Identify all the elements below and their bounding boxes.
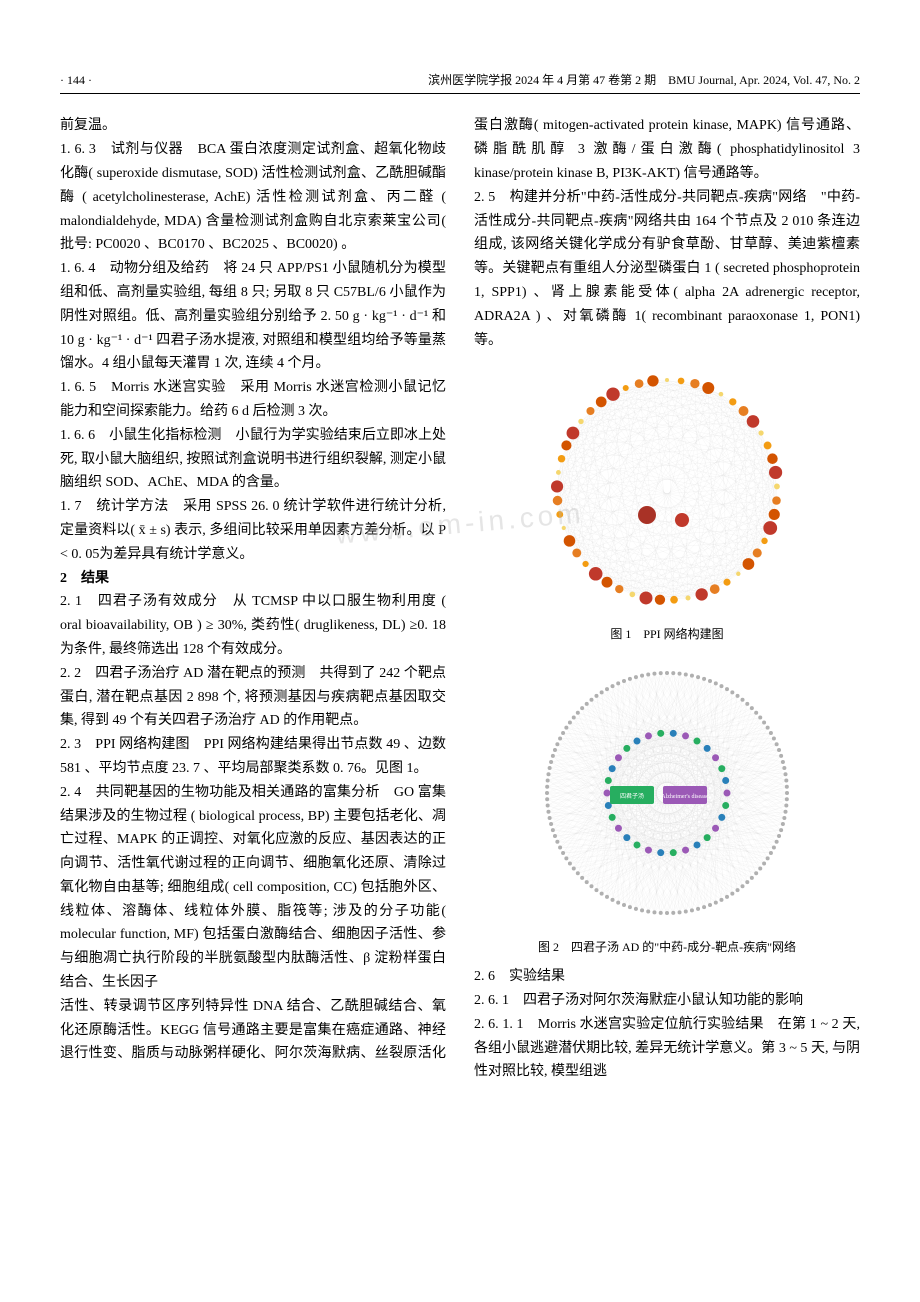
journal-info: 滨州医学院学报 2024 年 4 月第 47 卷第 2 期 BMU Journa…: [428, 70, 860, 90]
page-header: · 144 · 滨州医学院学报 2024 年 4 月第 47 卷第 2 期 BM…: [60, 70, 860, 94]
body-text: 1. 6. 3 试剂与仪器 BCA 蛋白浓度测定试剂盒、超氧化物歧化酶( sup…: [60, 138, 446, 257]
ppi-network-diagram: [537, 360, 797, 620]
body-text: 2. 2 四君子汤治疗 AD 潜在靶点的预测 共得到了 242 个靶点蛋白, 潜…: [60, 662, 446, 733]
figure-1-caption: 图 1 PPI 网络构建图: [474, 624, 860, 644]
drug-target-network-diagram: 四君子汤 Alzheimer's disease: [527, 653, 807, 933]
body-text: 2. 6. 1. 1 Morris 水迷宫实验定位航行实验结果 在第 1 ~ 2…: [474, 1013, 860, 1084]
body-text: 2. 6. 1 四君子汤对阿尔茨海默症小鼠认知功能的影响: [474, 989, 860, 1013]
body-text: 1. 6. 5 Morris 水迷宫实验 采用 Morris 水迷宫检测小鼠记忆…: [60, 376, 446, 424]
body-text: 前复温。: [60, 114, 446, 138]
figure-1: 图 1 PPI 网络构建图: [474, 360, 860, 644]
body-text: 1. 7 统计学方法 采用 SPSS 26. 0 统计学软件进行统计分析, 定量…: [60, 495, 446, 566]
body-text: 2. 6 实验结果: [474, 965, 860, 989]
section-heading: 2 结果: [60, 567, 446, 591]
body-text: 1. 6. 4 动物分组及给药 将 24 只 APP/PS1 小鼠随机分为模型组…: [60, 257, 446, 376]
figure-2: 四君子汤 Alzheimer's disease 图 2 四君子汤 AD 的"中药…: [474, 653, 860, 957]
article-body: 前复温。 1. 6. 3 试剂与仪器 BCA 蛋白浓度测定试剂盒、超氧化物歧化酶…: [60, 114, 860, 1084]
body-text: 2. 4 共同靶基因的生物功能及相关通路的富集分析 GO 富集结果涉及的生物过程…: [60, 781, 446, 995]
svg-text:四君子汤: 四君子汤: [620, 792, 644, 800]
body-text: 2. 1 四君子汤有效成分 从 TCMSP 中以口服生物利用度 ( oral b…: [60, 590, 446, 661]
body-text: 2. 3 PPI 网络构建图 PPI 网络构建结果得出节点数 49 、边数 58…: [60, 733, 446, 781]
page-number: · 144 ·: [60, 70, 92, 90]
svg-text:Alzheimer's disease: Alzheimer's disease: [661, 794, 709, 800]
figure-2-caption: 图 2 四君子汤 AD 的"中药-成分-靶点-疾病"网络: [474, 937, 860, 957]
body-text: 1. 6. 6 小鼠生化指标检测 小鼠行为学实验结束后立即冰上处死, 取小鼠大脑…: [60, 424, 446, 495]
body-text: 2. 5 构建并分析"中药-活性成分-共同靶点-疾病"网络 "中药-活性成分-共…: [474, 186, 860, 353]
